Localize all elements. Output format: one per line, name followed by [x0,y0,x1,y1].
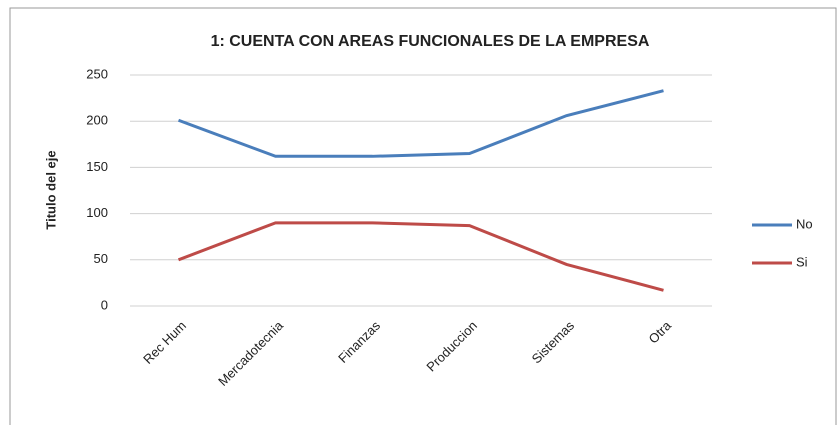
chart-border [9,7,837,425]
legend-label: Si [796,254,808,269]
y-tick-label: 0 [101,297,108,312]
y-tick-label: 150 [86,159,108,174]
y-tick-label: 100 [86,205,108,220]
series-line [177,221,664,292]
y-tick-label: 250 [86,66,108,81]
legend-label: No [796,216,813,231]
y-axis-title: Titulo del eje [43,150,58,229]
y-tick-label: 200 [86,113,108,128]
y-tick-label: 50 [94,251,108,266]
series-line [177,89,664,158]
chart-title: 1: CUENTA CON AREAS FUNCIONALES DE LA EM… [211,33,650,50]
